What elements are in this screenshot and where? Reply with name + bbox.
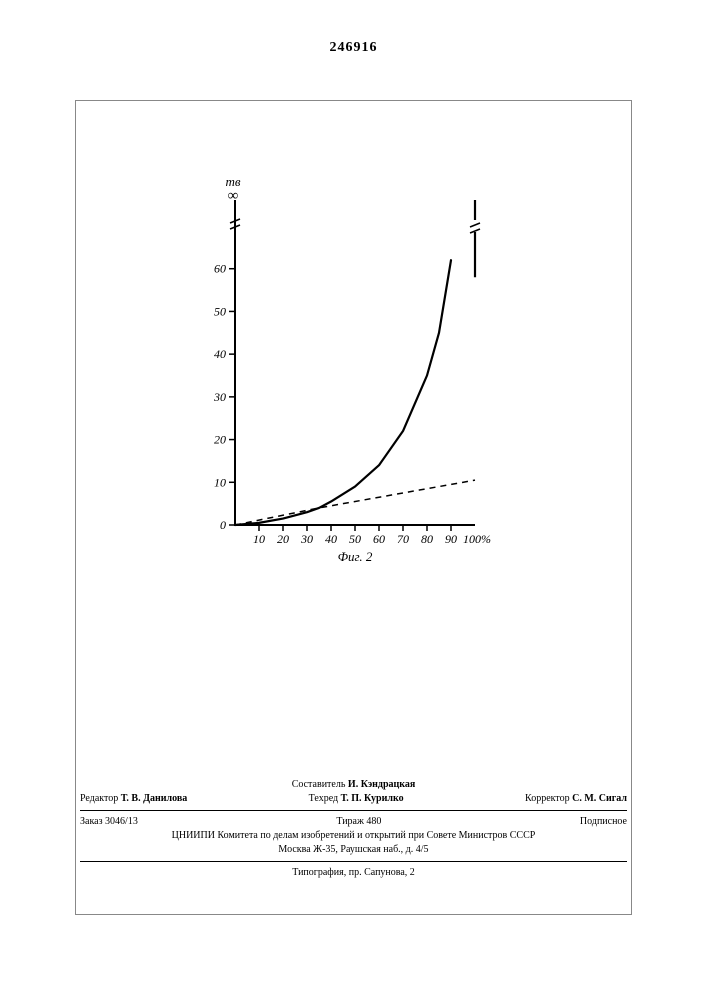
techred-label: Техред: [309, 793, 338, 804]
svg-text:40: 40: [325, 532, 337, 546]
divider-2: [80, 861, 627, 862]
svg-text:40: 40: [214, 347, 226, 361]
svg-text:∞: ∞: [228, 188, 239, 204]
editor-label: Редактор: [80, 793, 118, 804]
org-line-2: Москва Ж-35, Раушская наб., д. 4/5: [80, 843, 627, 857]
footer-block: Составитель И. Кэндрацкая Редактор Т. В.…: [80, 778, 627, 880]
svg-text:20: 20: [277, 532, 289, 546]
svg-text:100%: 100%: [463, 532, 491, 546]
svg-text:50: 50: [349, 532, 361, 546]
editor: Редактор Т. В. Данилова: [80, 792, 187, 806]
compiler-line: Составитель И. Кэндрацкая: [80, 778, 627, 792]
svg-text:30: 30: [300, 532, 313, 546]
svg-text:10: 10: [214, 475, 226, 489]
svg-text:0: 0: [220, 518, 226, 532]
svg-text:90: 90: [445, 532, 457, 546]
document-number: 246916: [0, 40, 707, 56]
tiraz-label: Тираж: [336, 816, 364, 827]
techred-name: Т. П. Курилко: [341, 793, 404, 804]
svg-text:70: 70: [397, 532, 409, 546]
order-row: Заказ 3046/13 Тираж 480 Подписное: [80, 815, 627, 829]
svg-text:10: 10: [253, 532, 265, 546]
typography-line: Типография, пр. Сапунова, 2: [80, 866, 627, 880]
svg-text:30: 30: [213, 390, 226, 404]
svg-text:50: 50: [214, 304, 226, 318]
page: 246916 102030405060010203040506070809010…: [0, 0, 707, 1000]
order-value: 3046/13: [105, 816, 138, 827]
compiler-name: И. Кэндрацкая: [348, 779, 415, 790]
subscription: Подписное: [580, 815, 627, 829]
editor-name: Т. В. Данилова: [121, 793, 188, 804]
org-line-1: ЦНИИПИ Комитета по делам изобретений и о…: [80, 829, 627, 843]
svg-text:20: 20: [214, 433, 226, 447]
corrector: Корректор С. М. Сигал: [525, 792, 627, 806]
order: Заказ 3046/13: [80, 815, 138, 829]
chart: 10 20 30 40 50 60 0 10 20 30 40 50 60 70 80 90 100% mв∞ Фи…: [195, 170, 495, 570]
tiraz-value: 480: [366, 816, 381, 827]
svg-text:60: 60: [373, 532, 385, 546]
svg-text:80: 80: [421, 532, 433, 546]
chart-svg: 10 20 30 40 50 60 0 10 20 30 40 50 60 70 80 90 100% mв∞ Фи…: [195, 170, 495, 570]
order-label: Заказ: [80, 816, 103, 827]
svg-text:Фиг. 2: Фиг. 2: [338, 549, 373, 564]
divider-1: [80, 810, 627, 811]
svg-text:mв: mв: [225, 174, 240, 189]
compiler-label: Составитель: [292, 779, 346, 790]
corrector-name: С. М. Сигал: [572, 793, 627, 804]
techred: Техред Т. П. Курилко: [309, 792, 404, 806]
svg-text:60: 60: [214, 262, 226, 276]
corrector-label: Корректор: [525, 793, 570, 804]
credits-row: Редактор Т. В. Данилова Техред Т. П. Кур…: [80, 792, 627, 806]
tiraz: Тираж 480: [336, 815, 381, 829]
